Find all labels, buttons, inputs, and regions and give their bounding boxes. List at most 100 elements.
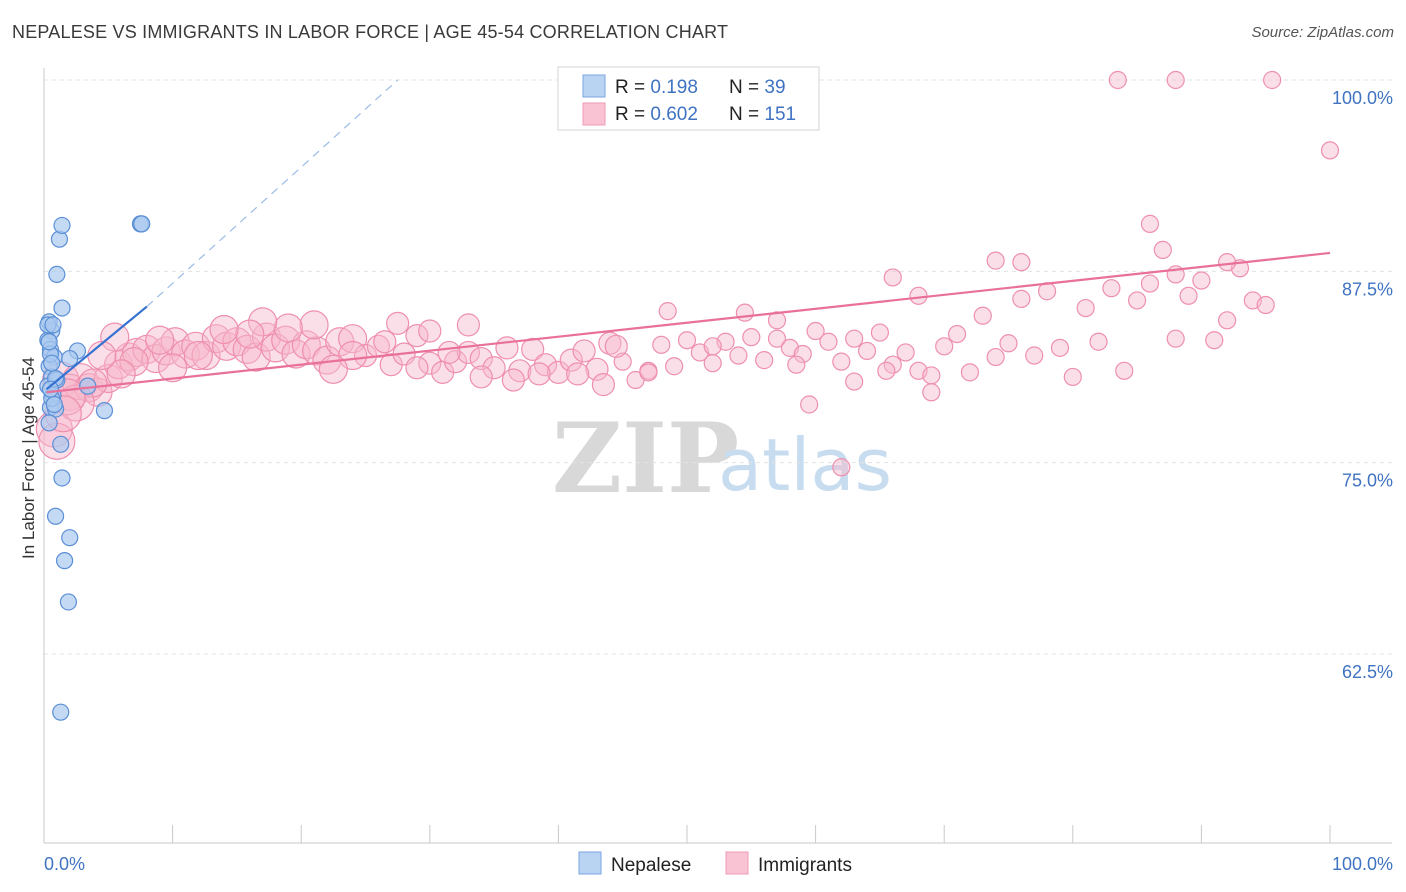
immigrants-point xyxy=(819,332,838,351)
immigrants-point xyxy=(235,319,265,349)
nepalese-point xyxy=(61,349,79,368)
immigrants-point xyxy=(1127,291,1147,310)
bottom-legend-nepalese: Nepalese xyxy=(611,855,691,876)
bottom-legend: Nepalese Immigrants xyxy=(578,851,852,876)
immigrants-point xyxy=(1218,253,1237,272)
immigrants-point xyxy=(677,331,697,350)
y-tick-label: 62.5% xyxy=(1342,662,1393,682)
immigrants-point xyxy=(209,314,239,345)
legend-r-label: R = xyxy=(615,104,650,125)
svg-text:N = 39: N = 39 xyxy=(729,77,786,98)
bottom-legend-swatch-nepalese xyxy=(578,851,602,875)
immigrants-point xyxy=(405,324,429,348)
immigrants-point xyxy=(1166,329,1185,348)
immigrants-point xyxy=(566,362,590,386)
immigrants-point xyxy=(121,337,152,368)
immigrants-point xyxy=(870,323,890,342)
immigrants-point xyxy=(832,352,851,371)
immigrants-point xyxy=(973,306,992,325)
immigrants-point xyxy=(119,347,149,377)
immigrants-trend-line xyxy=(46,251,1331,394)
immigrants-point xyxy=(1076,298,1095,318)
y-tick-label: 100.0% xyxy=(1332,88,1393,108)
watermark: ZIP atlas xyxy=(552,402,892,515)
immigrants-point xyxy=(469,365,493,389)
nepalese-point xyxy=(48,265,66,283)
nepalese-points xyxy=(39,215,151,721)
bottom-legend-immigrants: Immigrants xyxy=(758,855,852,876)
y-axis-label: In Labor Force | Age 45-54 xyxy=(19,357,38,559)
watermark-atlas: atlas xyxy=(718,423,892,507)
immigrants-point xyxy=(559,348,583,372)
source-credit: Source: ZipAtlas.com xyxy=(1251,24,1394,41)
immigrants-point xyxy=(986,347,1005,367)
nepalese-point xyxy=(95,402,114,420)
svg-text:N = 151: N = 151 xyxy=(729,104,796,125)
immigrants-point xyxy=(639,363,658,382)
y-tick-label: 75.0% xyxy=(1342,471,1393,491)
immigrants-point xyxy=(418,351,442,375)
nepalese-point xyxy=(53,216,71,235)
nepalese-point xyxy=(45,395,63,414)
immigrants-point xyxy=(832,458,851,477)
legend-box: R = 0.198 N = 39 R = 0.602 N = 151 xyxy=(557,66,820,131)
immigrants-point xyxy=(896,343,915,362)
immigrants-point xyxy=(787,355,806,374)
immigrants-point xyxy=(703,354,722,373)
immigrants-point xyxy=(482,356,506,380)
chart-title: NEPALESE VS IMMIGRANTS IN LABOR FORCE | … xyxy=(12,22,729,42)
legend-r-value: 0.602 xyxy=(650,104,698,125)
immigrants-point xyxy=(935,337,954,356)
immigrants-point xyxy=(1025,346,1044,365)
legend-swatch-immigrants xyxy=(582,102,606,126)
legend-n-value: 39 xyxy=(764,77,785,98)
immigrants-point xyxy=(604,334,628,358)
immigrants-point xyxy=(1263,70,1282,90)
immigrants-point xyxy=(735,303,754,322)
immigrants-point xyxy=(373,330,397,354)
immigrants-point xyxy=(665,357,684,376)
immigrants-point xyxy=(1166,70,1185,90)
immigrants-point xyxy=(1089,332,1108,351)
nepalese-point xyxy=(40,333,58,351)
immigrants-point xyxy=(572,339,596,363)
immigrants-point xyxy=(652,335,671,354)
immigrants-point xyxy=(793,344,812,364)
immigrants-point xyxy=(158,353,188,383)
immigrants-point xyxy=(947,324,967,344)
immigrants-points xyxy=(35,70,1340,477)
trend-lines xyxy=(45,79,1331,394)
nepalese-point xyxy=(59,593,78,611)
immigrants-point xyxy=(456,313,480,337)
immigrants-point xyxy=(658,302,677,321)
x-tick-labels: 0.0% 100.0% xyxy=(44,854,1393,874)
immigrants-point xyxy=(106,359,136,389)
immigrants-point xyxy=(742,328,761,347)
axes xyxy=(43,68,1392,844)
legend-n-value: 151 xyxy=(764,104,796,125)
immigrants-point xyxy=(999,334,1018,353)
bottom-legend-swatch-immigrants xyxy=(725,851,749,875)
legend-n-label: N = xyxy=(729,104,764,125)
immigrants-point xyxy=(501,368,525,392)
immigrants-point xyxy=(248,307,278,337)
immigrants-point xyxy=(703,337,722,356)
y-tick-label: 87.5% xyxy=(1342,279,1393,299)
immigrants-point xyxy=(845,372,864,391)
immigrants-point xyxy=(1218,311,1237,330)
immigrants-point xyxy=(1012,289,1031,308)
immigrants-point xyxy=(729,346,748,365)
immigrants-point xyxy=(591,373,616,397)
immigrants-point xyxy=(909,286,928,305)
immigrants-point xyxy=(1115,361,1134,380)
x-tick-label: 100.0% xyxy=(1332,854,1393,874)
immigrants-point xyxy=(546,360,571,384)
immigrants-point xyxy=(87,340,117,371)
immigrants-point xyxy=(469,346,493,371)
immigrants-point xyxy=(767,329,787,348)
immigrants-point xyxy=(585,357,609,381)
immigrants-point xyxy=(386,311,410,335)
nepalese-point xyxy=(133,215,151,233)
immigrants-point xyxy=(1102,279,1121,298)
